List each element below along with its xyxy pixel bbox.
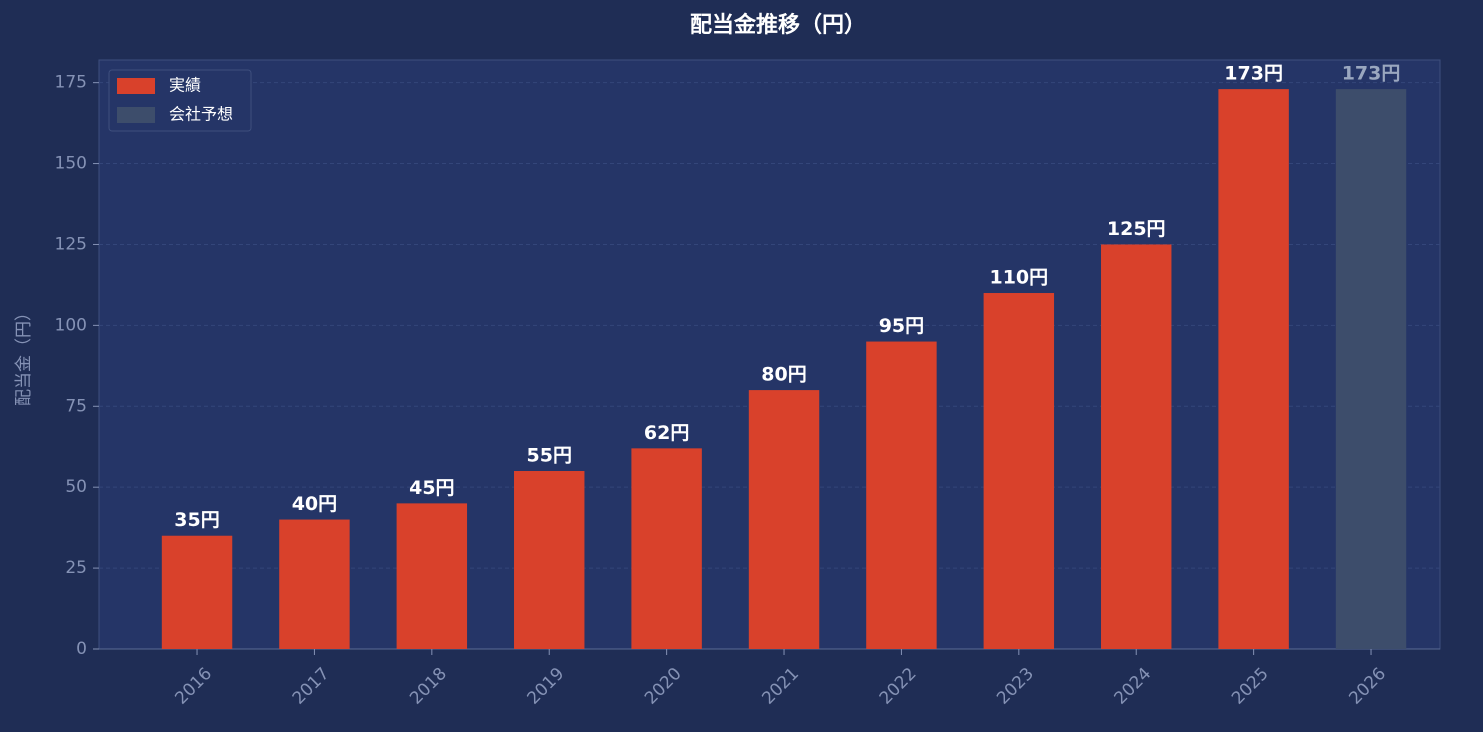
data-label: 125円: [1107, 218, 1166, 240]
y-tick-label: 25: [65, 558, 87, 578]
data-label: 55円: [527, 445, 572, 467]
y-axis-label: 配当金（円）: [14, 304, 34, 406]
legend-swatch: [117, 78, 155, 94]
y-tick-label: 125: [55, 234, 87, 254]
bar: [866, 341, 937, 649]
data-label: 40円: [292, 493, 337, 515]
data-label: 173円: [1342, 63, 1401, 85]
data-label: 35円: [174, 509, 219, 531]
data-label: 80円: [761, 364, 806, 386]
legend-label: 会社予想: [169, 105, 233, 124]
bar: [748, 390, 820, 649]
y-tick-label: 0: [76, 639, 87, 659]
data-label: 173円: [1224, 63, 1283, 85]
legend-label: 実績: [169, 76, 201, 95]
legend-swatch: [117, 107, 155, 123]
bar: [279, 519, 350, 649]
bar: [161, 535, 233, 649]
bar: [1101, 244, 1172, 649]
data-label: 62円: [644, 422, 689, 444]
y-tick-label: 75: [65, 396, 87, 416]
bar: [1218, 89, 1289, 650]
data-label: 45円: [409, 477, 454, 499]
chart-title: 配当金推移（円）: [690, 12, 866, 38]
data-label: 110円: [989, 267, 1048, 289]
y-tick-label: 150: [55, 154, 87, 174]
bar: [396, 503, 468, 649]
bar: [983, 293, 1055, 649]
bar: [631, 448, 702, 649]
bar: [1335, 89, 1407, 650]
bar: [514, 471, 585, 649]
y-tick-label: 175: [55, 73, 87, 93]
y-tick-label: 50: [65, 477, 87, 497]
y-tick-label: 100: [55, 315, 87, 335]
data-label: 95円: [879, 315, 924, 337]
